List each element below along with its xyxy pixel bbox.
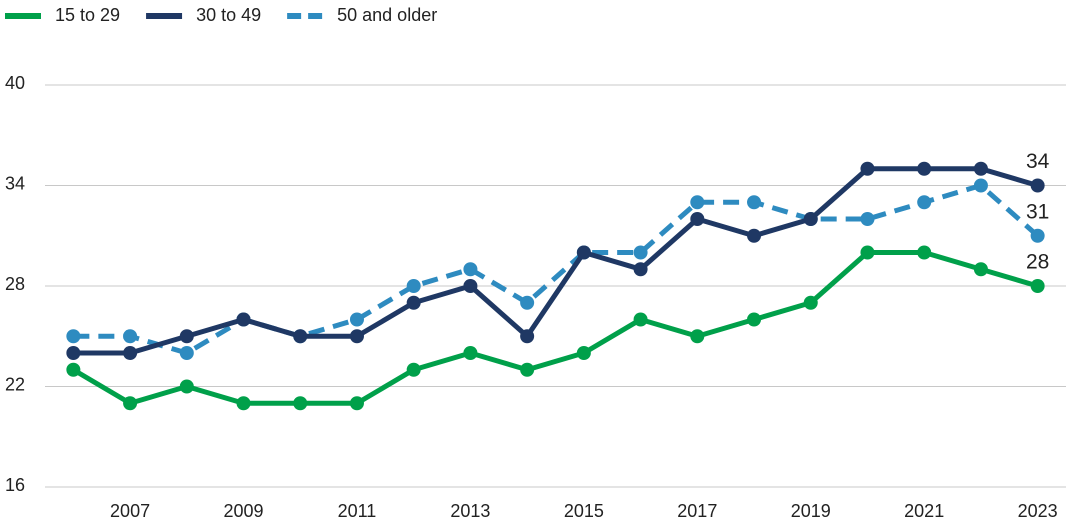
data-point [803,295,818,310]
data-point [179,329,194,344]
data-point [463,346,478,360]
data-point [123,329,138,344]
data-point [349,396,364,411]
data-point [576,346,591,360]
series-line [73,183,1040,356]
data-point [973,161,988,176]
x-tick-label: 2019 [791,501,831,521]
end-label: 31 [1026,200,1049,223]
data-point [66,362,81,377]
data-point [520,329,535,344]
data-point [917,195,932,210]
data-point [576,245,591,260]
data-point [633,245,648,260]
data-point [123,396,138,411]
data-point [860,245,875,260]
end-label: 34 [1026,150,1050,173]
data-point [747,195,762,210]
y-tick-label: 34 [5,173,25,193]
data-point [1030,178,1045,193]
data-point [463,262,478,277]
data-point [747,228,762,243]
data-point [406,295,421,310]
data-point [463,279,478,293]
x-tick-label: 2015 [564,501,604,521]
data-point [1030,279,1045,293]
data-point [690,212,705,226]
data-point [633,262,648,277]
x-tick-label: 2023 [1018,501,1058,521]
data-point [406,279,421,293]
data-point [690,195,705,210]
data-point [66,346,81,360]
data-point [633,312,648,327]
data-point [179,346,194,360]
data-point [803,212,818,226]
data-point [179,379,194,394]
series-line [72,250,1039,406]
data-point [973,178,988,193]
data-point [520,295,535,310]
legend-label: 50 and older [337,5,437,25]
data-point [860,161,875,176]
data-point [860,212,875,226]
data-point [406,362,421,377]
data-point [293,329,308,344]
y-tick-label: 28 [5,274,25,294]
data-point [917,161,932,176]
x-tick-label: 2013 [450,501,490,521]
x-tick-label: 2009 [224,501,264,521]
data-point [123,346,138,360]
data-point [973,262,988,277]
data-point [293,396,308,411]
x-tick-label: 2017 [677,501,717,521]
series-line [73,166,1039,356]
legend-label: 15 to 29 [55,5,120,25]
legend-label: 30 to 49 [196,5,261,25]
data-point [236,396,251,411]
data-point [349,329,364,344]
y-tick-label: 40 [5,73,25,93]
data-point [520,362,535,377]
data-point [1030,228,1045,243]
data-point [747,312,762,327]
data-point [349,312,364,327]
data-point [917,245,932,260]
y-tick-label: 16 [5,475,25,495]
x-tick-label: 2007 [110,501,150,521]
data-point [66,329,81,344]
x-tick-label: 2021 [904,501,944,521]
x-tick-label: 2011 [338,501,377,521]
data-point [236,312,251,327]
y-tick-label: 22 [5,374,25,394]
end-label: 28 [1026,251,1049,274]
data-point [690,329,705,344]
